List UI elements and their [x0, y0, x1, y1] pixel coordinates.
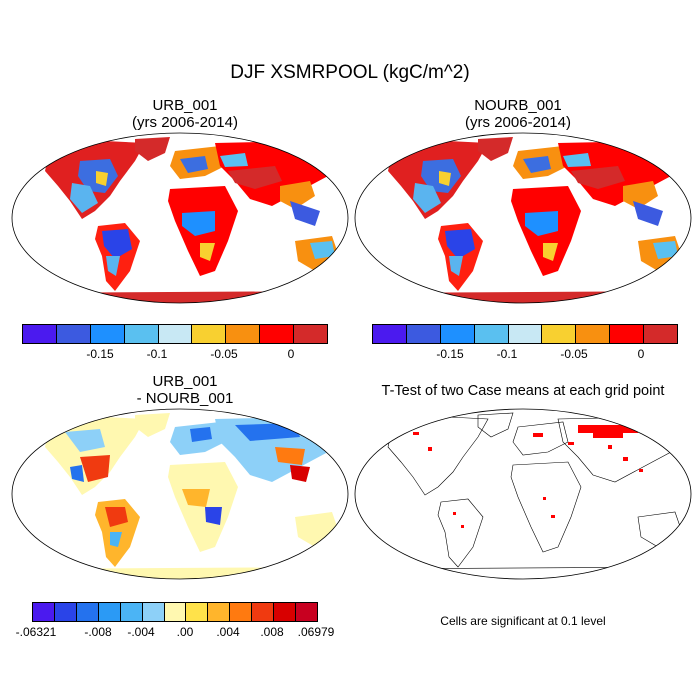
colorbar-swatch: [226, 325, 261, 343]
panel2-subtitle: (yrs 2006-2014): [465, 114, 571, 131]
colorbar-nourb: [372, 324, 678, 344]
panel3-title-block: URB_001 - NOURB_001: [20, 373, 350, 407]
land-field: [12, 137, 348, 303]
colorbar-tick: -.008: [84, 625, 112, 639]
panel2-title: NOURB_001: [474, 97, 562, 114]
land-field: [355, 137, 691, 303]
colorbar-swatch: [208, 603, 231, 621]
panel3-subtitle: - NOURB_001: [136, 390, 234, 407]
colorbar-swatch: [252, 603, 275, 621]
panel2-title-block: NOURB_001 (yrs 2006-2014): [353, 97, 683, 131]
coastlines: [355, 412, 691, 570]
colorbar-tick: .004: [216, 625, 240, 639]
colorbar-swatch: [610, 325, 645, 343]
colorbar-tick: .008: [260, 625, 284, 639]
figure-title: DJF XSMRPOOL (kgC/m^2): [230, 62, 470, 83]
colorbar-tick: .06979: [297, 625, 335, 639]
colorbar-tick: -0.1: [146, 347, 168, 361]
colorbar-swatch: [294, 325, 328, 343]
colorbar-tick: -.06321: [15, 625, 57, 639]
colorbar-swatch: [440, 325, 475, 343]
colorbar-swatch: [98, 603, 121, 621]
colorbar-swatch: [274, 603, 297, 621]
colorbar-swatch: [33, 603, 55, 621]
colorbar-swatch: [158, 325, 193, 343]
colorbar-tick: 0: [287, 347, 295, 361]
colorbar-tick: -0.1: [496, 347, 518, 361]
significant-cells: [413, 425, 655, 528]
colorbar-swatch: [406, 325, 441, 343]
colorbar-swatch: [192, 325, 227, 343]
colorbar-diff: [32, 602, 318, 622]
colorbar-swatch: [576, 325, 611, 343]
colorbar-swatch: [142, 603, 165, 621]
significance-note: Cells are significant at 0.1 level: [440, 614, 606, 628]
colorbar-tick: 0: [637, 347, 645, 361]
colorbar-swatch: [164, 603, 187, 621]
colorbar-tick: -.004: [127, 625, 155, 639]
colorbar-tick: -0.05: [210, 347, 238, 361]
map-nourb: [354, 132, 692, 304]
map-urb: [11, 132, 349, 304]
colorbar-swatch: [120, 603, 143, 621]
colorbar-tick: -0.15: [436, 347, 464, 361]
colorbar-swatch: [76, 603, 99, 621]
colorbar-swatch: [90, 325, 125, 343]
colorbar-swatch: [508, 325, 543, 343]
colorbar-tick: -0.15: [86, 347, 114, 361]
colorbar-tick: -0.05: [560, 347, 588, 361]
colorbar-swatch: [644, 325, 678, 343]
colorbar-swatch: [373, 325, 407, 343]
land-field: [12, 413, 348, 579]
map-ttest: [354, 408, 692, 580]
colorbar-swatch: [230, 603, 253, 621]
colorbar-tick: .00: [176, 625, 194, 639]
panel1-title-block: URB_001 (yrs 2006-2014): [20, 97, 350, 131]
panel3-title: URB_001: [152, 373, 218, 390]
panel1-subtitle: (yrs 2006-2014): [132, 114, 238, 131]
map-difference: [11, 408, 349, 580]
colorbar-swatch: [23, 325, 57, 343]
colorbar-swatch: [542, 325, 577, 343]
panel1-title: URB_001: [152, 97, 218, 114]
colorbar-swatch: [474, 325, 509, 343]
colorbar-swatch: [296, 603, 317, 621]
panel4-title: T-Test of two Case means at each grid po…: [381, 383, 665, 399]
colorbar-swatch: [56, 325, 91, 343]
colorbar-swatch: [54, 603, 77, 621]
colorbar-swatch: [186, 603, 209, 621]
colorbar-swatch: [124, 325, 159, 343]
colorbar-swatch: [260, 325, 295, 343]
colorbar-urb: [22, 324, 328, 344]
